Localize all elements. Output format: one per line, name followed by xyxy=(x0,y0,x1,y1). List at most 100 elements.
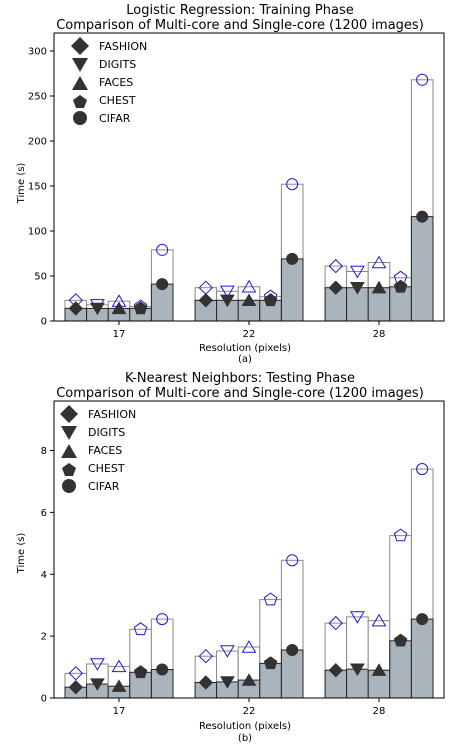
legend-digits: DIGITS xyxy=(72,58,136,72)
legend-faces-label: FACES xyxy=(88,444,122,457)
y-tick-label: 200 xyxy=(28,137,47,148)
legend-fashion-label: FASHION xyxy=(88,408,136,421)
single-core-point xyxy=(220,645,235,658)
single-core-point xyxy=(371,255,387,269)
y-tick-label: 100 xyxy=(28,227,47,238)
multi-core-point xyxy=(350,663,365,677)
legend-faces-label: FACES xyxy=(99,76,133,89)
single-core-point xyxy=(241,640,257,653)
multi-core-point xyxy=(328,662,344,678)
legend-faces: FACES xyxy=(72,76,133,90)
multi-core-point xyxy=(90,678,105,691)
chart-a-subtitle: Comparison of Multi-core and Single-core… xyxy=(56,18,424,33)
legend-faces: FACES xyxy=(61,444,122,458)
chart-b-legend: FASHION DIGITS FACES CHEST CIFAR xyxy=(60,405,136,493)
single-core-point xyxy=(328,258,344,274)
multi-core-point xyxy=(241,673,257,686)
single-core-point xyxy=(133,622,148,636)
y-tick-label: 2 xyxy=(41,632,47,643)
y-tick-label: 150 xyxy=(28,182,47,193)
x-tick-label: 17 xyxy=(113,329,126,340)
single-core-point xyxy=(350,265,365,279)
legend-chest-label: CHEST xyxy=(99,94,136,107)
y-tick-label: 6 xyxy=(41,508,47,519)
chart-a-title: Logistic Regression: Training Phase xyxy=(126,3,353,18)
multi-core-point xyxy=(328,280,344,295)
multi-core-point xyxy=(198,675,214,690)
single-core-point xyxy=(220,285,235,299)
single-core-point xyxy=(416,463,429,476)
legend-chest: CHEST xyxy=(62,462,125,476)
legend-chest: CHEST xyxy=(73,94,136,108)
multi-core-point xyxy=(241,293,257,306)
multi-core-bar xyxy=(389,640,412,699)
legend-fashion: FASHION xyxy=(60,405,136,423)
multi-core-point xyxy=(198,293,214,308)
pentagon-icon xyxy=(62,463,76,476)
legend-fashion-label: FASHION xyxy=(99,40,147,53)
single-core-point xyxy=(90,658,105,671)
multi-core-point xyxy=(68,301,84,316)
legend-cifar-label: CIFAR xyxy=(88,480,120,493)
multi-core-point xyxy=(393,279,408,293)
legend-cifar: CIFAR xyxy=(73,111,131,125)
y-tick-label: 250 xyxy=(28,92,47,103)
multi-core-bar xyxy=(280,649,304,699)
single-core-point xyxy=(286,554,299,567)
chart-b-caption: (b) xyxy=(238,733,252,744)
legend-digits-label: DIGITS xyxy=(88,426,125,439)
legend-fashion: FASHION xyxy=(71,37,147,55)
x-tick-label: 17 xyxy=(113,706,126,717)
pentagon-icon xyxy=(73,95,87,108)
chart-a-legend: FASHION DIGITS FACES CHEST CIFAR xyxy=(71,37,147,125)
multi-core-point xyxy=(350,282,365,295)
multi-core-point xyxy=(90,302,105,316)
chart-a-caption: (a) xyxy=(238,354,252,365)
multi-core-point xyxy=(68,679,84,695)
chart-b-subtitle: Comparison of Multi-core and Single-core… xyxy=(56,386,424,401)
diamond-icon xyxy=(60,405,78,423)
circle-icon xyxy=(62,479,76,493)
multi-core-point xyxy=(393,633,408,647)
single-core-point xyxy=(286,178,299,191)
multi-core-point xyxy=(263,293,278,307)
single-core-point xyxy=(241,279,257,293)
multi-core-point xyxy=(220,294,235,308)
y-tick-label: 8 xyxy=(41,446,47,457)
chart-b-ylabel: Time (s) xyxy=(16,533,27,575)
diamond-icon xyxy=(71,37,89,55)
chart-b-xlabel: Resolution (pixels) xyxy=(199,721,291,732)
x-tick-label: 28 xyxy=(373,706,386,717)
triangle-down-icon xyxy=(61,426,77,440)
multi-core-point xyxy=(416,210,429,223)
multi-core-bar xyxy=(410,216,434,322)
single-core-point xyxy=(263,592,278,606)
y-tick-label: 4 xyxy=(41,570,47,581)
legend-cifar: CIFAR xyxy=(62,479,120,493)
chart-a: Logistic Regression: Training Phase Comp… xyxy=(16,3,445,365)
triangle-up-icon xyxy=(61,444,77,458)
x-tick-label: 22 xyxy=(243,329,256,340)
multi-core-point xyxy=(263,656,278,670)
multi-core-point xyxy=(156,278,169,291)
single-core-point xyxy=(156,613,169,626)
multi-core-bar xyxy=(410,618,434,699)
multi-core-point xyxy=(416,613,429,626)
multi-core-point xyxy=(111,679,127,692)
y-tick-label: 50 xyxy=(34,272,47,283)
multi-core-point xyxy=(286,252,299,265)
single-core-point xyxy=(156,243,169,256)
multi-core-point xyxy=(286,644,299,657)
plot-frame xyxy=(53,400,445,699)
x-tick-label: 28 xyxy=(373,329,386,340)
multi-core-point xyxy=(133,301,148,315)
single-core-point xyxy=(328,615,344,631)
y-tick-label: 0 xyxy=(41,694,47,705)
single-core-point xyxy=(198,648,214,664)
chart-b-axes: 17 22 28 0 2 4 6 8 xyxy=(41,400,445,717)
triangle-up-icon xyxy=(72,76,88,90)
single-core-point xyxy=(111,659,127,673)
chart-b: K-Nearest Neighbors: Testing Phase Compa… xyxy=(16,371,445,744)
single-core-point xyxy=(68,666,84,681)
